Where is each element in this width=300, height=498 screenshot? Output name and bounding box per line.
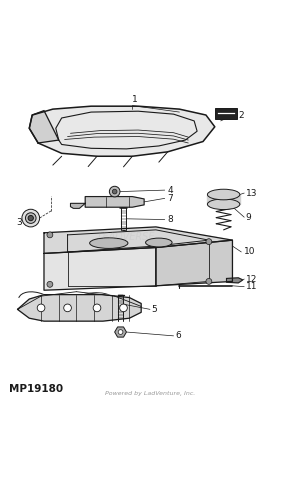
Polygon shape [17,295,141,321]
Ellipse shape [90,238,128,249]
Polygon shape [29,106,215,156]
Circle shape [110,186,120,197]
Text: 1: 1 [132,95,138,104]
Text: LEADVERSE: LEADVERSE [98,232,155,242]
Polygon shape [70,203,85,208]
Circle shape [112,189,117,194]
Circle shape [28,216,33,221]
Ellipse shape [207,199,240,210]
Text: 5: 5 [152,305,157,314]
Text: 13: 13 [246,189,257,198]
Circle shape [206,278,212,284]
Circle shape [206,239,212,245]
Circle shape [22,209,40,227]
Text: 3: 3 [16,218,22,227]
Circle shape [64,304,71,312]
Text: Powered by LadVenture, Inc.: Powered by LadVenture, Inc. [105,391,195,396]
Text: MP19180: MP19180 [9,384,63,394]
Text: 4: 4 [168,186,173,195]
Text: 12: 12 [246,274,257,283]
Circle shape [47,232,53,238]
Text: 7: 7 [168,194,173,203]
Polygon shape [207,195,240,204]
Circle shape [118,330,123,334]
Ellipse shape [207,189,240,200]
Text: 2: 2 [238,111,244,120]
Polygon shape [85,197,144,207]
Circle shape [47,281,53,287]
Polygon shape [44,248,156,290]
Text: 8: 8 [168,215,173,224]
Ellipse shape [146,238,172,247]
Text: 10: 10 [244,248,256,256]
Circle shape [26,213,36,224]
Polygon shape [44,227,232,253]
Circle shape [93,304,101,312]
Text: 9: 9 [246,213,251,222]
Polygon shape [226,278,243,283]
Polygon shape [156,240,232,286]
Circle shape [120,304,127,312]
Polygon shape [29,111,59,143]
Circle shape [37,304,45,312]
Text: 6: 6 [175,331,181,340]
Text: 11: 11 [246,282,257,291]
FancyBboxPatch shape [215,108,237,119]
